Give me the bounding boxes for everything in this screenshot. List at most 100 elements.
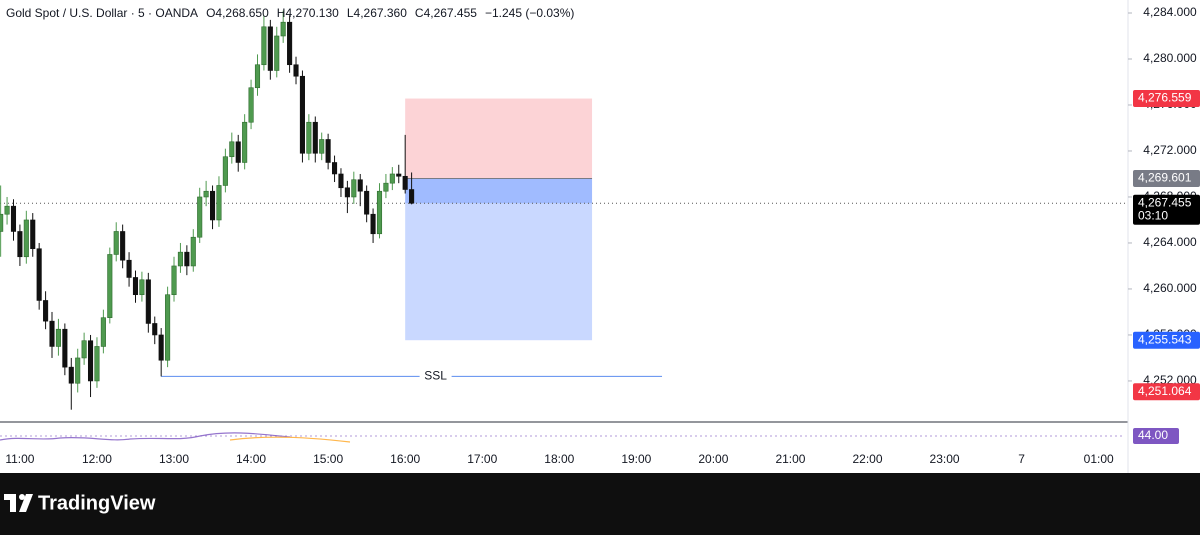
x-tick-label: 22:00 <box>852 452 882 466</box>
candle-body <box>94 346 100 382</box>
alert-label-box <box>1133 383 1200 401</box>
candle-body <box>171 265 177 296</box>
candle-body <box>209 190 216 221</box>
candle-body <box>184 251 190 267</box>
candle-body <box>49 320 55 347</box>
candle-body <box>351 179 357 198</box>
x-tick-label: 16:00 <box>390 452 420 466</box>
x-tick-label: 20:00 <box>698 452 728 466</box>
candle-body <box>376 190 383 235</box>
brand-name: TradingView <box>38 492 156 514</box>
header: Gold Spot / U.S. Dollar · 5 · OANDA O4,26… <box>6 6 574 20</box>
brand-logo <box>4 494 33 512</box>
candle-body <box>383 182 389 192</box>
candle-body <box>357 179 363 192</box>
alert-label-text: 4,251.064 <box>1138 384 1192 398</box>
ssl-label: SSL <box>424 369 447 383</box>
footer <box>0 473 1200 535</box>
candle-body <box>331 162 338 175</box>
x-tick-label: 15:00 <box>313 452 343 466</box>
y-tick-label: 4,264.000 <box>1143 235 1197 249</box>
x-tick-label: 11:00 <box>5 452 34 466</box>
candle-body <box>113 231 119 255</box>
background <box>0 0 1200 473</box>
candle-body <box>197 196 203 238</box>
y-tick-label: 4,260.000 <box>1143 281 1197 295</box>
x-tick-label: 18:00 <box>544 452 574 466</box>
candle-body <box>242 121 248 163</box>
candle-body <box>274 35 280 71</box>
target-label-box <box>1133 331 1200 349</box>
candle-body <box>389 173 395 184</box>
entry-label-text: 4,269.601 <box>1138 171 1192 185</box>
candle-body <box>261 26 267 66</box>
candle-body <box>299 75 305 154</box>
candle-body <box>107 254 113 319</box>
candle-body <box>132 277 139 296</box>
header-open: O4,268.650 <box>206 6 269 20</box>
header-close: C4,267.455 <box>415 6 477 20</box>
x-tick-label: 23:00 <box>930 452 960 466</box>
candle-body <box>338 173 344 189</box>
header-symbol: Gold Spot / U.S. Dollar · 5 · OANDA <box>6 6 198 20</box>
candle-body <box>165 294 171 361</box>
indicator-signal <box>229 436 351 443</box>
candle-body <box>0 213 4 232</box>
candle-body <box>81 340 87 359</box>
candle-body <box>120 231 126 261</box>
candle-body <box>229 141 235 158</box>
candle-body <box>325 139 331 163</box>
candle-body <box>43 300 49 322</box>
candle-body <box>364 190 370 215</box>
candle-body <box>23 219 29 258</box>
x-tick-label: 19:00 <box>621 452 651 466</box>
candle-body <box>190 236 196 267</box>
candle-body <box>68 366 74 384</box>
x-tick-label: 13:00 <box>159 452 189 466</box>
candle-body <box>396 173 402 177</box>
candle-body <box>75 357 81 384</box>
candle-body <box>10 205 17 232</box>
candle-body <box>306 121 312 154</box>
candle-body <box>370 213 376 235</box>
candle-body <box>152 323 158 336</box>
candle-body <box>293 64 299 77</box>
open-pnl-zone <box>405 178 593 204</box>
y-tick-label: 4,272.000 <box>1143 143 1197 157</box>
candle-body <box>344 187 350 198</box>
target-label-text: 4,255.543 <box>1138 332 1192 346</box>
y-tick-label: 4,284.000 <box>1143 5 1197 19</box>
candle-body <box>30 219 36 250</box>
candle-body <box>145 279 151 324</box>
x-tick-label: 17:00 <box>467 452 497 466</box>
header-change: −1.245 (−0.03%) <box>485 6 574 20</box>
header-low: L4,267.360 <box>347 6 407 20</box>
candle-body <box>62 328 68 368</box>
candle-body <box>36 248 42 301</box>
candle-body <box>222 156 228 186</box>
candle-body <box>139 279 145 296</box>
stop-label-text: 4,276.559 <box>1138 91 1192 105</box>
candle-body <box>248 87 254 123</box>
candle-body <box>287 21 293 66</box>
x-tick-label: 14:00 <box>236 452 266 466</box>
stop-zone <box>405 98 593 179</box>
indicator-label: 44.00 <box>1138 428 1168 442</box>
header-high: H4,270.130 <box>277 6 339 20</box>
candle-body <box>267 26 273 71</box>
x-tick-label: 01:00 <box>1084 452 1114 466</box>
candle-body <box>4 205 10 215</box>
candle-body <box>158 334 164 361</box>
candle-body <box>177 251 183 267</box>
indicator-label-box <box>1133 428 1179 444</box>
countdown: 03:10 <box>1138 208 1168 222</box>
current-price-label-box <box>1133 194 1200 225</box>
candle-body <box>319 139 325 154</box>
target-zone <box>405 178 593 341</box>
entry-label-box <box>1133 170 1200 188</box>
current-price-label-text: 4,267.455 <box>1138 195 1192 209</box>
candle-body <box>87 340 94 382</box>
candle-body <box>312 121 318 154</box>
candle-body <box>409 189 415 204</box>
